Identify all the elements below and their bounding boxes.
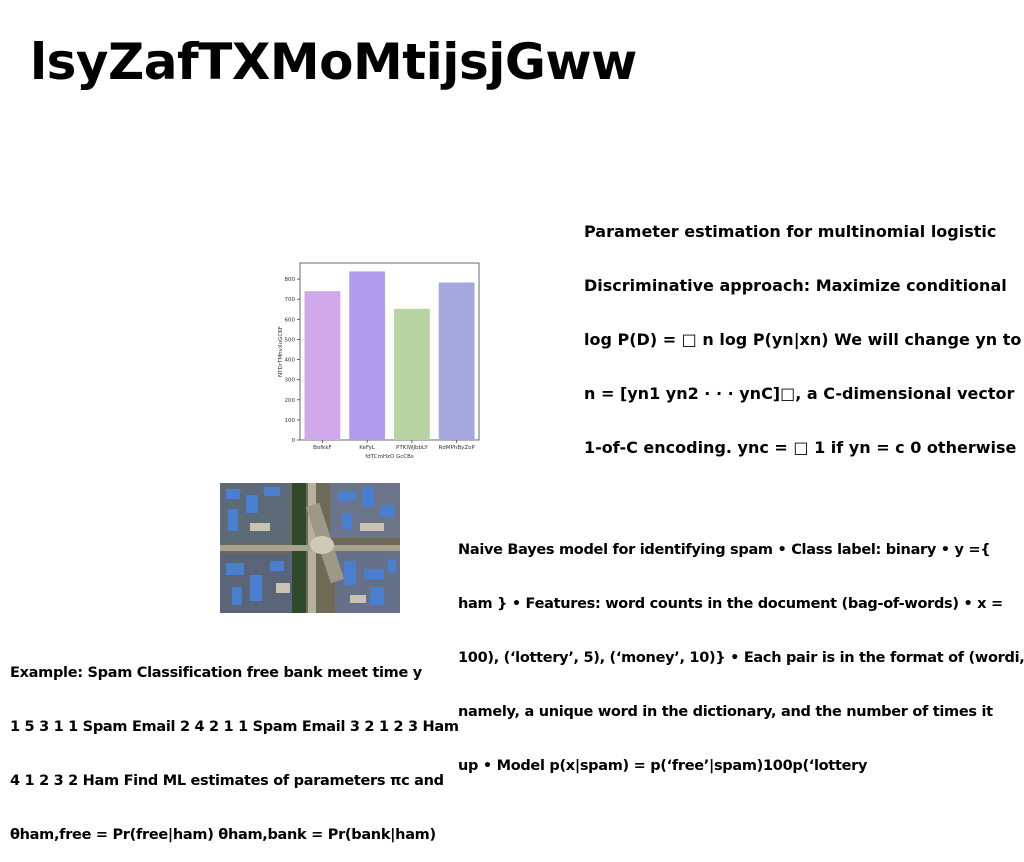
param-line: Discriminative approach: Maximize condit… bbox=[584, 276, 1007, 295]
example-line: Example: Spam Classification free bank m… bbox=[10, 665, 422, 681]
y-tick-label: 700 bbox=[285, 297, 296, 303]
param-line: log P(D) = □ n log P(yn|xn) We will chan… bbox=[584, 330, 1022, 349]
x-axis-label: fdTCmHzO GcCBs bbox=[365, 454, 414, 460]
aerial-photo-image bbox=[220, 483, 400, 613]
y-tick-label: 400 bbox=[285, 358, 296, 364]
spam-example-text: Example: Spam Classification free bank m… bbox=[10, 628, 460, 862]
param-estimation-text: Parameter estimation for multinomial log… bbox=[584, 187, 1024, 475]
bayes-line: up • Model p(x|spam) = p(‘free’|spam)100… bbox=[458, 758, 868, 774]
bayes-line: namely, a unique word in the dictionary,… bbox=[458, 704, 993, 720]
example-line: 4 1 2 3 2 Ham Find ML estimates of param… bbox=[10, 773, 444, 789]
y-tick-label: 100 bbox=[285, 418, 296, 424]
param-line: 1-of-C encoding. ync = □ 1 if yn = c 0 o… bbox=[584, 438, 1017, 457]
param-line: n = [yn1 yn2 · · · ynC]□, a C-dimensiona… bbox=[584, 384, 1015, 403]
bayes-line: Naive Bayes model for identifying spam •… bbox=[458, 542, 991, 558]
aerial-photo bbox=[220, 483, 400, 613]
bar bbox=[438, 282, 475, 440]
param-line: Parameter estimation for multinomial log… bbox=[584, 222, 997, 241]
y-tick-label: 200 bbox=[285, 398, 296, 404]
slide-title: lsyZafTXMoMtijsjGww bbox=[30, 33, 637, 91]
x-tick-label: PTKIWJbbLY bbox=[396, 445, 428, 451]
example-line: 1 5 3 1 1 Spam Email 2 4 2 1 1 Spam Emai… bbox=[10, 719, 459, 735]
y-tick-label: 800 bbox=[285, 277, 296, 283]
bayes-line: 100), (‘lottery’, 5), (‘money’, 10)} • E… bbox=[458, 650, 1024, 666]
x-tick-label: KeFyL bbox=[359, 445, 376, 451]
bar bbox=[393, 308, 430, 440]
x-tick-label: BofkkF bbox=[313, 445, 332, 451]
y-tick-label: 0 bbox=[292, 438, 296, 444]
example-line: θham,free = Pr(free|ham) θham,bank = Pr(… bbox=[10, 827, 436, 843]
bar-chart-svg: 0 100 200 300 400 500 600 700 800 BofkkF KeFyL PTKI… bbox=[278, 262, 480, 460]
plot-frame bbox=[299, 262, 480, 441]
bar bbox=[304, 291, 341, 440]
y-tick-label: 300 bbox=[285, 378, 296, 384]
bar bbox=[349, 271, 386, 440]
bar-chart: 0 100 200 300 400 500 600 700 800 BofkkF KeFyL PTKI… bbox=[276, 258, 484, 464]
y-tick-label: 600 bbox=[285, 317, 296, 323]
x-tick-label: RdMPhByZoP bbox=[438, 445, 475, 451]
y-tick-label: 500 bbox=[285, 337, 296, 343]
y-axis-label: NTDrTMhvXuGCKF bbox=[278, 326, 284, 377]
naive-bayes-text: Naive Bayes model for identifying spam •… bbox=[458, 505, 1024, 793]
bayes-line: ham } • Features: word counts in the doc… bbox=[458, 596, 1003, 612]
